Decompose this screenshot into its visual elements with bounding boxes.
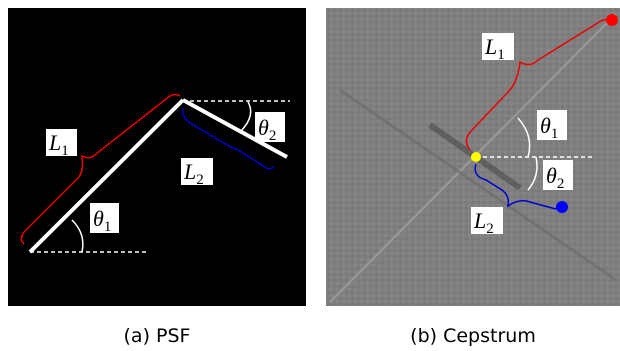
caption: (b) Cepstrum [410, 325, 536, 347]
panel-cepstrum: L1 θ1 θ2 L2 [326, 8, 620, 306]
psf-background [8, 8, 306, 306]
figure: L1 θ1 θ2 L2 L1 θ1 θ2 L2 (a) PSF (b) Ceps… [0, 0, 620, 351]
panel-psf: L1 θ1 θ2 L2 [8, 8, 306, 306]
peak-point [556, 201, 568, 213]
peak-point [606, 14, 618, 26]
caption: (a) PSF [124, 325, 191, 347]
origin-point [471, 152, 481, 162]
